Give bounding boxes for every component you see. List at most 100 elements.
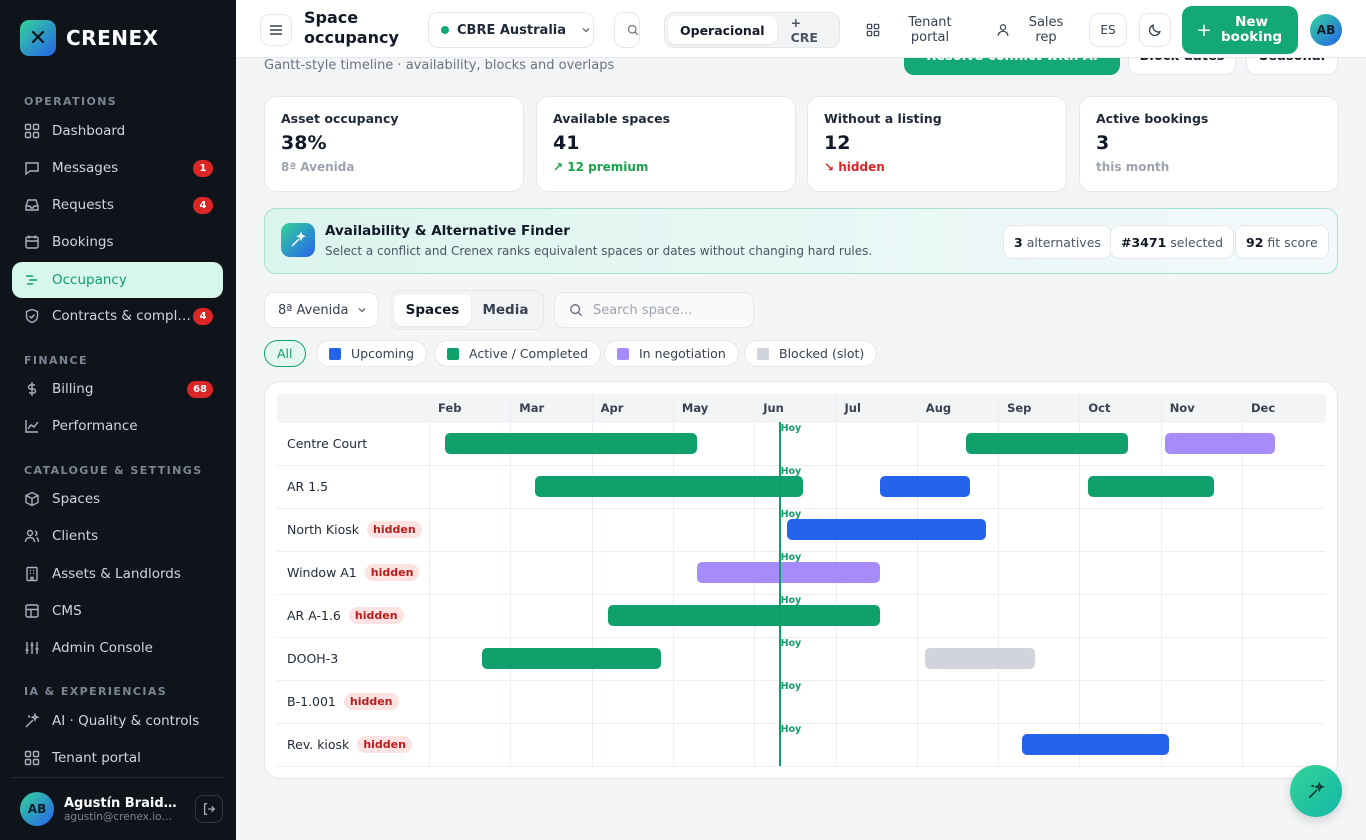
seasonal-button[interactable]: Seasonal: [1246, 58, 1338, 75]
gantt-row-label[interactable]: B-1.001 hidden: [287, 680, 399, 723]
gantt-row-label[interactable]: AR A-1.6 hidden: [287, 594, 404, 637]
month-gridline: [1160, 394, 1162, 766]
row-divider: [277, 723, 1325, 724]
sparkles-icon: [24, 713, 40, 729]
finder-title: Availability & Alternative Finder: [325, 223, 570, 239]
sidebar-item-tenant-portal[interactable]: Tenant portal: [12, 740, 223, 776]
kpi-asset-occupancy: Asset occupancy 38% 8ª Avenida: [264, 96, 524, 192]
menu-button[interactable]: [260, 14, 292, 46]
gantt-row-label[interactable]: Centre Court: [287, 422, 367, 465]
space-name: North Kiosk: [287, 522, 360, 537]
sidebar-item-cms[interactable]: CMS: [12, 593, 223, 629]
space-name: B-1.001: [287, 694, 336, 709]
sidebar-item-label: AI · Quality & controls: [52, 713, 200, 729]
gantt-row-label[interactable]: Window A1 hidden: [287, 551, 420, 594]
sidebar-item-admin-console[interactable]: Admin Console: [12, 630, 223, 666]
mode-cre-tab[interactable]: + CRE: [790, 15, 818, 45]
booking-bar-active[interactable]: [445, 433, 698, 454]
space-search-input[interactable]: Search space...: [554, 292, 754, 328]
ai-assistant-button[interactable]: [1290, 765, 1342, 817]
booking-bar-negotiation[interactable]: [697, 562, 881, 583]
sidebar-item-billing[interactable]: Billing 68: [12, 371, 223, 407]
grid-icon: [866, 23, 880, 37]
legend-active[interactable]: Active / Completed: [434, 340, 602, 367]
gantt-header: [277, 394, 1326, 423]
finder-description: Select a conflict and Crenex ranks equiv…: [325, 244, 873, 258]
fit-score-value: 92: [1246, 234, 1264, 250]
fit-score-label: fit score: [1267, 234, 1318, 250]
sidebar-item-requests[interactable]: Requests 4: [12, 187, 223, 223]
language-button[interactable]: ES: [1089, 13, 1127, 47]
month-label: Feb: [438, 401, 462, 415]
sidebar-item-messages[interactable]: Messages 1: [12, 150, 223, 186]
sidebar-item-occupancy[interactable]: Occupancy: [12, 262, 223, 298]
tab-spaces[interactable]: Spaces: [394, 294, 471, 326]
legend-label: In negotiation: [639, 346, 726, 361]
avatar[interactable]: AB: [20, 792, 54, 826]
hidden-badge: hidden: [367, 521, 422, 538]
month-label: Apr: [600, 401, 624, 415]
logout-button[interactable]: [195, 795, 223, 823]
section-operations: OPERATIONS: [24, 95, 118, 108]
contracts-badge: 4: [193, 307, 213, 325]
selected-pill[interactable]: #3471 selected: [1110, 225, 1235, 259]
user-email: agustin@crenex.io…: [64, 810, 173, 823]
booking-bar-blocked[interactable]: [924, 648, 1035, 669]
gantt-row-label[interactable]: Rev. kiosk hidden: [287, 723, 412, 766]
row-divider: [277, 551, 1325, 552]
status-dot-icon: [441, 26, 449, 34]
sidebar-item-performance[interactable]: Performance: [12, 408, 223, 444]
gantt-row-label[interactable]: AR 1.5: [287, 465, 328, 508]
org-selector[interactable]: CBRE Australia: [428, 12, 594, 48]
booking-bar-upcoming[interactable]: [880, 476, 970, 497]
layout-icon: [24, 603, 40, 619]
legend-negotiation[interactable]: In negotiation: [604, 340, 739, 367]
header-avatar[interactable]: AB: [1310, 14, 1342, 46]
sidebar-item-assets[interactable]: Assets & Landlords: [12, 556, 223, 592]
building-icon: [24, 566, 40, 582]
global-search-button[interactable]: [614, 12, 640, 48]
sidebar-item-contracts[interactable]: Contracts & compl… 4: [12, 298, 223, 334]
tab-media[interactable]: Media: [482, 302, 529, 318]
month-label: Jul: [844, 401, 861, 415]
legend-blocked[interactable]: Blocked (slot): [744, 340, 878, 367]
asset-selector[interactable]: 8ª Avenida: [264, 292, 379, 328]
legend-label: Active / Completed: [469, 346, 589, 361]
booking-bar-active[interactable]: [607, 605, 881, 626]
sidebar-item-spaces[interactable]: Spaces: [12, 481, 223, 517]
sales-rep-link[interactable]: Sales rep: [996, 15, 1066, 45]
brand[interactable]: ✕ CRENEX: [20, 20, 159, 56]
booking-bar-negotiation[interactable]: [1164, 433, 1275, 454]
hidden-badge: hidden: [357, 736, 412, 753]
booking-bar-active[interactable]: [1087, 476, 1214, 497]
mode-operacional-tab[interactable]: Operacional: [668, 16, 777, 44]
month-label: Jun: [763, 401, 784, 415]
today-label: Hoy: [780, 466, 802, 477]
theme-toggle-button[interactable]: [1139, 13, 1171, 47]
sidebar-item-dashboard[interactable]: Dashboard: [12, 113, 223, 149]
booking-bar-active[interactable]: [965, 433, 1129, 454]
sidebar-item-clients[interactable]: Clients: [12, 518, 223, 554]
booking-bar-active[interactable]: [481, 648, 661, 669]
booking-bar-active[interactable]: [534, 476, 803, 497]
sidebar-item-bookings[interactable]: Bookings: [12, 224, 223, 260]
kpi-sub: hidden: [838, 160, 885, 174]
gantt-row-label[interactable]: DOOH-3: [287, 637, 338, 680]
trend-up-icon: ↗: [553, 160, 564, 174]
trend-down-icon: ↘: [824, 160, 835, 174]
gantt-row-label[interactable]: North Kiosk hidden: [287, 508, 422, 551]
block-dates-button[interactable]: Block dates: [1128, 58, 1236, 75]
legend-all[interactable]: All: [264, 340, 306, 367]
legend-upcoming[interactable]: Upcoming: [316, 340, 428, 367]
booking-bar-upcoming[interactable]: [1022, 734, 1169, 755]
resolve-conflict-button[interactable]: Resolve conflict with AI: [904, 58, 1120, 75]
new-booking-button[interactable]: + New booking: [1182, 6, 1298, 54]
booking-bar-upcoming[interactable]: [786, 519, 986, 540]
month-gridline: [672, 394, 674, 766]
sidebar-item-ai-quality[interactable]: AI · Quality & controls: [12, 703, 223, 739]
fit-score-pill[interactable]: 92 fit score: [1235, 225, 1329, 259]
alternatives-pill[interactable]: 3 alternatives: [1003, 225, 1112, 259]
hamburger-icon: [270, 25, 282, 35]
swatch-icon: [757, 347, 769, 360]
tenant-portal-link[interactable]: Tenant portal: [866, 15, 962, 45]
